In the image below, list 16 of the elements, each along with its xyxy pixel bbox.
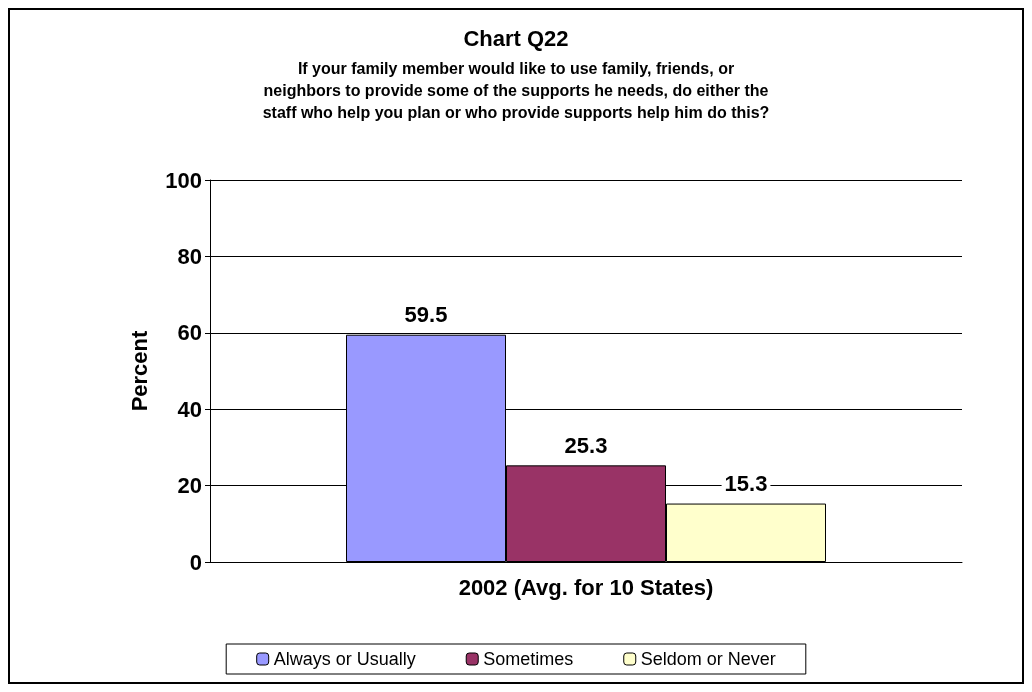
data-label: 15.3 (724, 471, 768, 497)
chart-subtitle: If your family member would like to use family, friends, or neighbors to provide some of the supports he needs, do either the staff who help you plan or who provide supports help him do this? (262, 59, 770, 121)
legend-label: Sometimes (483, 649, 574, 669)
y-tick-label: 20 (177, 473, 202, 499)
x-tick-label: 2002 (Avg. for 10 States) (458, 574, 714, 600)
y-tick-label: 60 (177, 320, 202, 346)
y-tick-label: 100 (165, 167, 202, 193)
legend-label: Seldom or Never (640, 649, 776, 669)
y-tick-label: 40 (177, 396, 202, 422)
data-label: 25.3 (564, 432, 608, 458)
chart-title: Chart Q22 (463, 25, 569, 51)
y-axis-title: Percent (126, 329, 152, 412)
data-label: 59.5 (404, 302, 448, 328)
legend-label: Always or Usually (273, 649, 416, 669)
y-tick-label: 80 (177, 243, 202, 269)
y-tick-label: 0 (189, 549, 202, 575)
